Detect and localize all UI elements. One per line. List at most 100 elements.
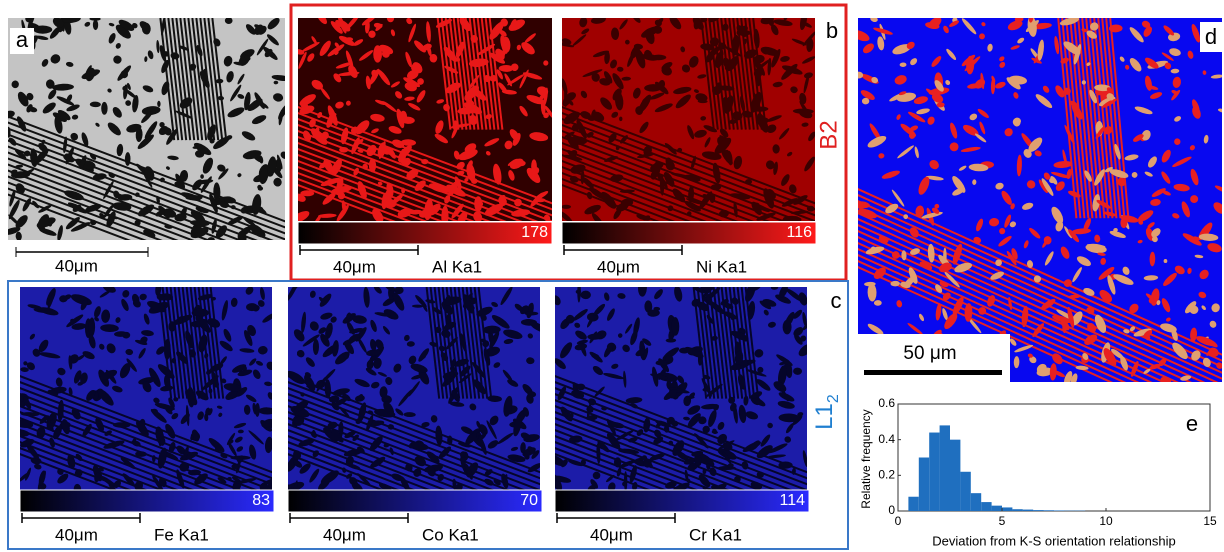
blob <box>375 339 384 350</box>
blob <box>1081 80 1086 85</box>
blob <box>455 57 461 62</box>
lamella <box>555 447 668 490</box>
lamella <box>20 435 165 490</box>
blob <box>163 208 177 218</box>
blob <box>65 217 80 230</box>
blob <box>345 37 354 42</box>
blob <box>681 64 691 73</box>
blob <box>1158 358 1167 367</box>
blob <box>157 447 167 469</box>
blob <box>57 468 64 475</box>
blob <box>1071 311 1083 326</box>
blob <box>27 106 38 113</box>
scale-bar <box>21 513 141 523</box>
blob <box>744 179 753 185</box>
blob <box>209 193 218 213</box>
blob <box>503 329 523 339</box>
blob <box>995 182 1004 190</box>
blob <box>320 312 333 320</box>
blob <box>632 482 638 490</box>
blob <box>767 321 776 328</box>
blob <box>687 125 695 140</box>
blob <box>706 383 723 398</box>
blob <box>879 236 889 244</box>
blob <box>763 309 769 316</box>
blob <box>918 176 930 195</box>
x-tick-label: 0 <box>895 514 902 528</box>
panel-label: a <box>16 27 29 52</box>
blob <box>460 333 467 352</box>
blob <box>100 475 118 489</box>
blob <box>1051 206 1064 224</box>
blob <box>688 392 696 400</box>
blob <box>487 395 502 402</box>
blob <box>249 358 257 366</box>
blob <box>1125 64 1130 70</box>
blob <box>672 188 686 203</box>
blob <box>489 415 499 426</box>
blob <box>974 133 987 143</box>
scale-bar-label: 40μm <box>323 525 366 544</box>
blob <box>345 100 351 106</box>
blob <box>1109 169 1129 178</box>
blob <box>1054 35 1060 55</box>
blob <box>1055 85 1065 98</box>
blob <box>188 469 201 476</box>
lamella <box>207 18 224 141</box>
blob <box>226 135 233 140</box>
blob <box>422 43 432 51</box>
blob <box>143 313 150 325</box>
lamella <box>8 169 195 240</box>
blob <box>188 349 196 358</box>
blob <box>50 419 55 424</box>
lamella <box>555 423 731 490</box>
blob <box>86 389 96 401</box>
blob <box>631 18 641 23</box>
blob <box>793 195 808 205</box>
blob <box>26 92 34 101</box>
blob <box>34 148 49 165</box>
blob <box>168 441 176 453</box>
blob <box>1194 254 1204 259</box>
blob <box>355 120 370 135</box>
blob <box>1216 362 1222 369</box>
blob <box>370 319 377 332</box>
blob <box>457 211 468 221</box>
scale-bar-label: 40μm <box>333 257 376 276</box>
blob <box>611 363 619 369</box>
blob <box>1021 305 1029 328</box>
lamella <box>429 287 445 399</box>
blob <box>939 281 949 288</box>
blob <box>728 119 738 124</box>
blob <box>1134 106 1153 115</box>
blob <box>406 341 415 347</box>
blob <box>531 159 537 174</box>
blob <box>163 338 171 360</box>
blob <box>1196 336 1216 347</box>
blob <box>288 455 299 472</box>
blob <box>366 349 381 357</box>
blob <box>368 158 377 173</box>
blob <box>414 456 426 467</box>
blob <box>1007 20 1023 31</box>
blob <box>147 50 154 60</box>
blob <box>709 483 727 490</box>
blob <box>586 131 594 138</box>
blob <box>916 108 930 115</box>
blob <box>1068 294 1081 299</box>
blob <box>591 72 600 82</box>
blob <box>560 342 573 359</box>
blob <box>38 352 61 359</box>
blob <box>418 369 430 385</box>
blob <box>793 309 803 319</box>
blob <box>325 322 333 340</box>
blob <box>712 162 721 184</box>
blob <box>699 191 713 210</box>
blob <box>341 200 347 214</box>
blob <box>155 209 166 217</box>
blob <box>808 131 815 142</box>
blob <box>330 316 337 323</box>
blob <box>709 467 717 477</box>
blob <box>1201 305 1206 311</box>
